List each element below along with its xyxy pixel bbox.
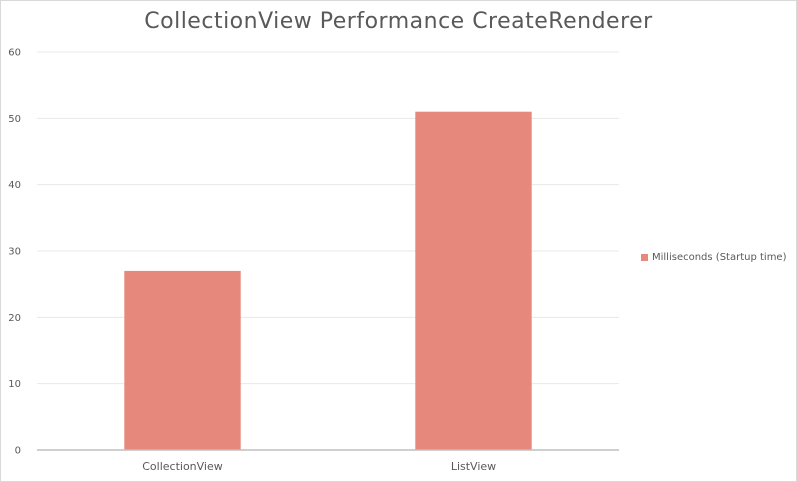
bars [124,111,532,450]
legend: Milliseconds (Startup time) [641,252,786,263]
y-tick-label: 30 [8,247,21,258]
bar-collectionview [124,270,241,450]
y-tick-label: 10 [8,379,21,390]
legend-swatch [641,254,648,261]
chart-title: CollectionView Performance CreateRendere… [144,9,653,34]
y-tick-label: 40 [8,180,21,191]
y-tick-label: 60 [8,48,21,59]
y-tick-label: 50 [8,114,21,125]
labels: 0 10 20 30 40 50 60 CollectionView ListView [8,48,496,474]
y-tick-label: 0 [15,446,21,457]
x-category-label: ListView [451,460,496,473]
legend-label: Milliseconds (Startup time) [652,252,787,263]
x-category-label: CollectionView [142,460,223,473]
bar-listview [415,111,532,450]
y-tick-label: 20 [8,313,21,324]
